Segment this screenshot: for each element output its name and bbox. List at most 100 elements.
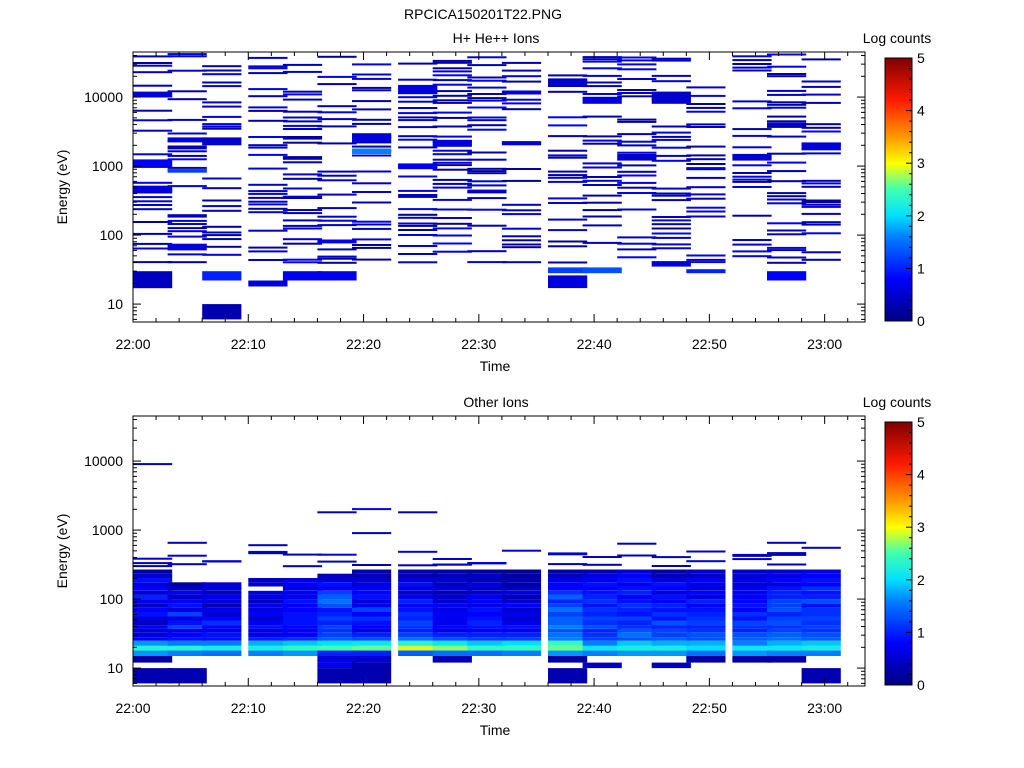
- count-cell: [167, 616, 207, 621]
- count-cell: [686, 625, 726, 629]
- count-cell: [617, 637, 657, 641]
- count-cell: [548, 625, 588, 629]
- count-line: [467, 562, 507, 565]
- count-cell: [467, 603, 507, 608]
- count-cell: [732, 178, 772, 181]
- count-cell: [767, 569, 807, 574]
- count-cell: [352, 238, 392, 241]
- count-cell: [501, 578, 542, 583]
- count-cell: [617, 140, 657, 143]
- count-cell: [352, 122, 392, 125]
- count-cell: [317, 573, 357, 578]
- count-cell: [801, 205, 841, 208]
- count-line: [133, 565, 173, 568]
- count-cell: [548, 668, 588, 684]
- count-cell: [432, 144, 472, 147]
- count-cell: [767, 586, 807, 591]
- count-cell: [202, 603, 242, 608]
- count-cell: [317, 645, 357, 651]
- count-cell: [282, 195, 323, 198]
- count-cell: [686, 163, 726, 165]
- count-cell: [282, 197, 323, 199]
- count-cell: [582, 586, 622, 591]
- count-cell: [767, 578, 807, 583]
- count-cell: [317, 582, 357, 587]
- count-cell: [582, 612, 622, 617]
- count-cell: [248, 211, 288, 214]
- count-cell: [732, 63, 772, 65]
- count-cell: [248, 203, 288, 206]
- count-cell: [167, 235, 207, 238]
- count-cell: [282, 599, 323, 604]
- count-cell: [651, 199, 691, 202]
- count-cell: [248, 192, 288, 195]
- count-cell: [467, 180, 507, 183]
- count-cell: [133, 200, 173, 203]
- count-cell: [548, 180, 588, 183]
- count-cell: [548, 573, 588, 578]
- count-cell: [202, 586, 242, 591]
- count-cell: [651, 154, 691, 157]
- count-cell: [801, 203, 841, 206]
- count-cell: [167, 632, 207, 638]
- count-cell: [282, 116, 323, 119]
- count-cell: [398, 224, 438, 227]
- count-cell: [582, 179, 622, 182]
- count-cell: [767, 599, 807, 604]
- count-cell: [398, 100, 438, 103]
- count-cell: [398, 607, 438, 612]
- count-cell: [732, 590, 772, 595]
- count-cell: [801, 101, 841, 104]
- colorbar-label: Log counts: [863, 30, 932, 46]
- count-cell: [432, 612, 472, 617]
- count-cell: [133, 55, 173, 58]
- y-tick-label: 1000: [92, 522, 123, 538]
- count-cell: [167, 612, 207, 617]
- count-cell: [467, 616, 507, 621]
- count-cell: [651, 640, 691, 646]
- count-cell: [651, 612, 691, 617]
- count-cell: [686, 616, 726, 621]
- count-cell: [167, 261, 207, 264]
- count-cell: [248, 95, 288, 98]
- count-cell: [133, 594, 173, 600]
- count-cell: [686, 612, 726, 617]
- count-cell: [467, 167, 507, 170]
- count-cell: [686, 168, 726, 171]
- count-cell: [548, 156, 588, 159]
- count-cell: [501, 92, 542, 95]
- count-cell: [317, 271, 357, 281]
- count-cell: [501, 582, 542, 587]
- count-cell: [767, 616, 807, 621]
- count-cell: [432, 70, 472, 73]
- count-cell: [686, 106, 726, 109]
- count-cell: [352, 223, 392, 226]
- count-cell: [651, 57, 691, 60]
- count-cell: [432, 594, 472, 600]
- count-cell: [767, 637, 807, 641]
- count-cell: [651, 59, 691, 62]
- count-line: [801, 546, 841, 549]
- count-cell: [317, 224, 357, 227]
- count-cell: [248, 594, 288, 600]
- count-cell: [398, 645, 438, 651]
- count-cell: [317, 55, 357, 58]
- count-cell: [202, 640, 242, 646]
- count-cell: [548, 124, 588, 127]
- colorbar-tick-label: 1: [917, 624, 925, 640]
- count-cell: [767, 75, 807, 78]
- count-cell: [317, 125, 357, 128]
- count-cell: [801, 640, 841, 646]
- count-cell: [767, 106, 807, 109]
- count-cell: [801, 185, 841, 188]
- x-tick-label: 22:30: [461, 336, 496, 352]
- count-cell: [202, 620, 242, 626]
- colorbar-tick-label: 2: [917, 572, 925, 588]
- count-cell: [548, 197, 588, 200]
- count-cell: [167, 628, 207, 633]
- count-cell: [432, 637, 472, 641]
- count-cell: [317, 632, 357, 638]
- count-cell: [801, 142, 841, 151]
- count-cell: [248, 146, 288, 149]
